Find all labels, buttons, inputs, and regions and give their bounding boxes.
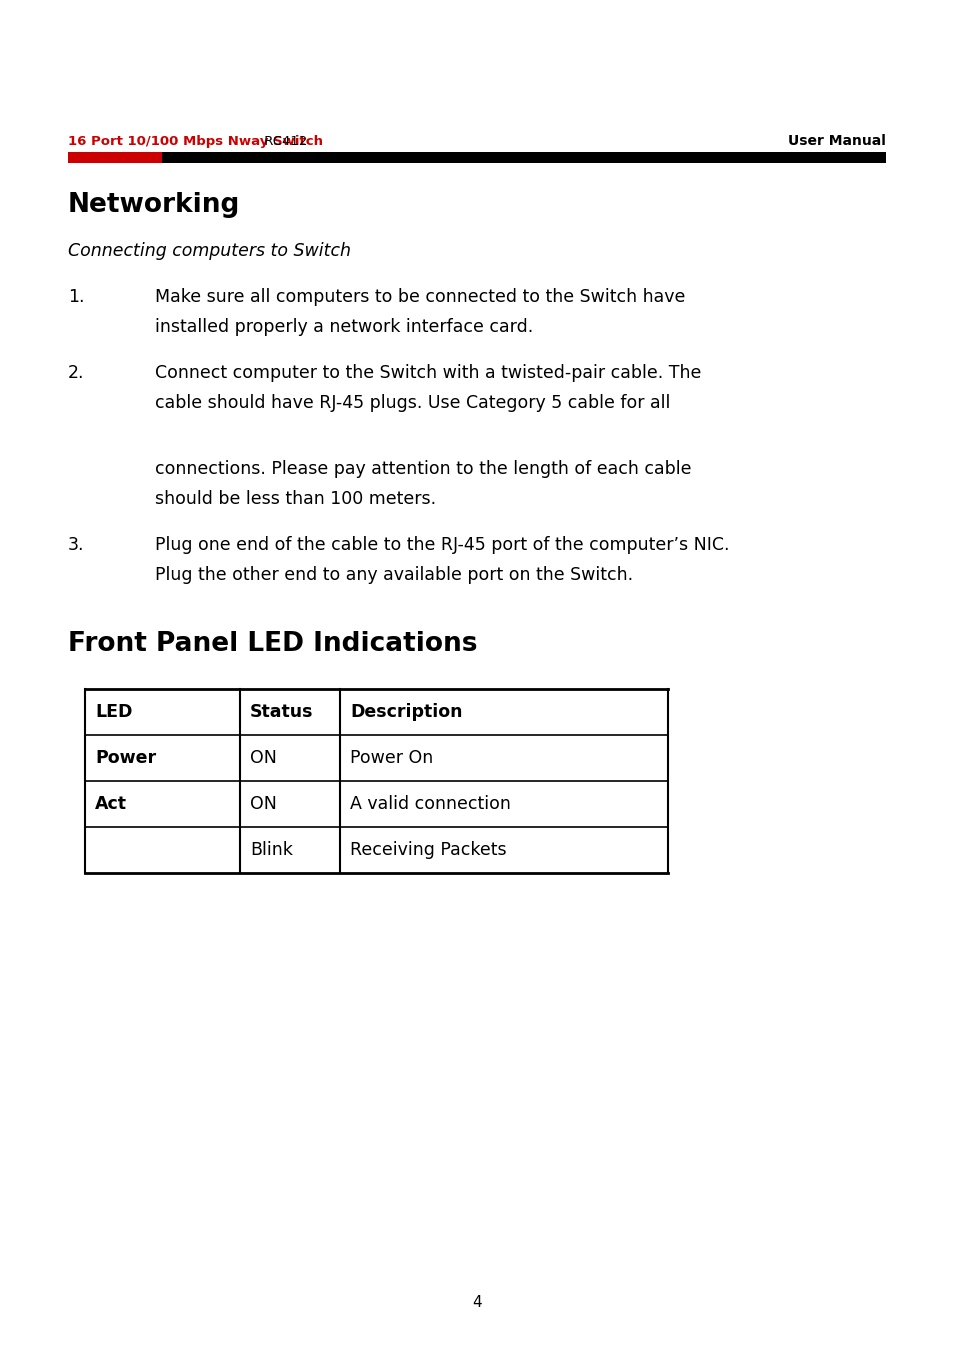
Text: 4: 4 — [472, 1295, 481, 1310]
Text: ON: ON — [250, 748, 276, 767]
Text: Plug one end of the cable to the RJ-45 port of the computer’s NIC.: Plug one end of the cable to the RJ-45 p… — [154, 536, 729, 555]
Text: 2.: 2. — [68, 363, 85, 382]
Text: RC412: RC412 — [260, 135, 307, 148]
Bar — [162, 152, 885, 163]
Text: Status: Status — [250, 703, 314, 721]
Text: should be less than 100 meters.: should be less than 100 meters. — [154, 490, 436, 507]
Text: Receiving Packets: Receiving Packets — [350, 841, 506, 859]
Text: Power On: Power On — [350, 748, 433, 767]
Text: Networking: Networking — [68, 192, 240, 218]
Text: 3.: 3. — [68, 536, 85, 555]
Text: Act: Act — [95, 795, 127, 813]
Text: Plug the other end to any available port on the Switch.: Plug the other end to any available port… — [154, 567, 633, 584]
Text: Power: Power — [95, 748, 156, 767]
Text: User Manual: User Manual — [787, 135, 885, 148]
Text: 16 Port 10/100 Mbps Nway Switch: 16 Port 10/100 Mbps Nway Switch — [68, 135, 323, 148]
Text: installed properly a network interface card.: installed properly a network interface c… — [154, 318, 533, 336]
Text: connections. Please pay attention to the length of each cable: connections. Please pay attention to the… — [154, 460, 691, 478]
Text: Blink: Blink — [250, 841, 293, 859]
Text: Connect computer to the Switch with a twisted-pair cable. The: Connect computer to the Switch with a tw… — [154, 363, 700, 382]
Text: 1.: 1. — [68, 288, 85, 306]
Text: Front Panel LED Indications: Front Panel LED Indications — [68, 631, 477, 657]
Text: A valid connection: A valid connection — [350, 795, 511, 813]
Text: Make sure all computers to be connected to the Switch have: Make sure all computers to be connected … — [154, 288, 684, 306]
Text: Description: Description — [350, 703, 462, 721]
Text: cable should have RJ-45 plugs. Use Category 5 cable for all: cable should have RJ-45 plugs. Use Categ… — [154, 394, 670, 412]
Text: ON: ON — [250, 795, 276, 813]
Bar — [68, 152, 162, 163]
Text: LED: LED — [95, 703, 132, 721]
Text: Connecting computers to Switch: Connecting computers to Switch — [68, 242, 351, 260]
